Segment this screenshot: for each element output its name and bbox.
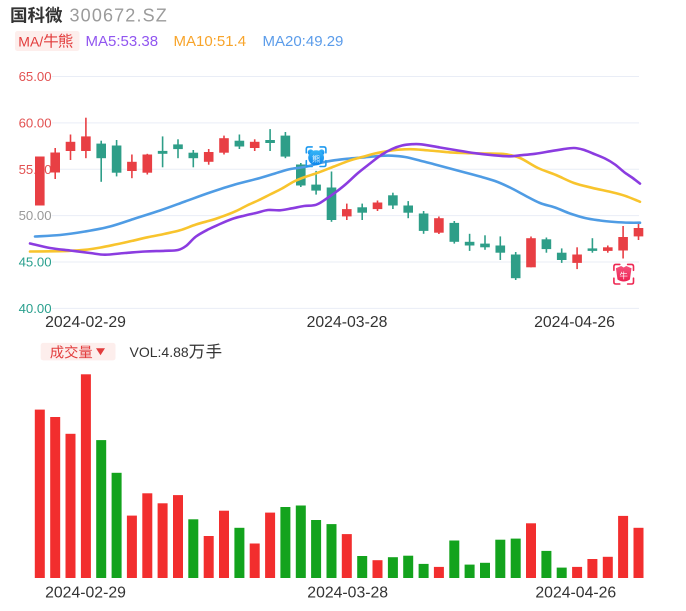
svg-text:2024-03-28: 2024-03-28 [307, 314, 388, 331]
svg-text:300672.SZ: 300672.SZ [70, 6, 168, 26]
svg-text:40.00: 40.00 [19, 301, 52, 316]
svg-text:2024-04-26: 2024-04-26 [534, 314, 615, 331]
svg-text:60.00: 60.00 [19, 116, 52, 131]
svg-text:MA20:49.29: MA20:49.29 [263, 33, 344, 50]
svg-text:MA/: MA/ [18, 34, 43, 50]
svg-text:2024-04-26: 2024-04-26 [535, 585, 616, 602]
svg-text:2024-03-28: 2024-03-28 [307, 585, 388, 602]
svg-text:VOL:4.88: VOL:4.88 [130, 344, 189, 360]
svg-text:MA10:51.4: MA10:51.4 [174, 33, 247, 50]
svg-text:2024-02-29: 2024-02-29 [45, 314, 126, 331]
svg-text:45.00: 45.00 [19, 255, 52, 270]
svg-text:65.00: 65.00 [19, 69, 52, 84]
svg-text:2024-02-29: 2024-02-29 [45, 585, 126, 602]
svg-text:MA5:53.38: MA5:53.38 [86, 33, 159, 50]
svg-text:50.00: 50.00 [19, 208, 52, 223]
